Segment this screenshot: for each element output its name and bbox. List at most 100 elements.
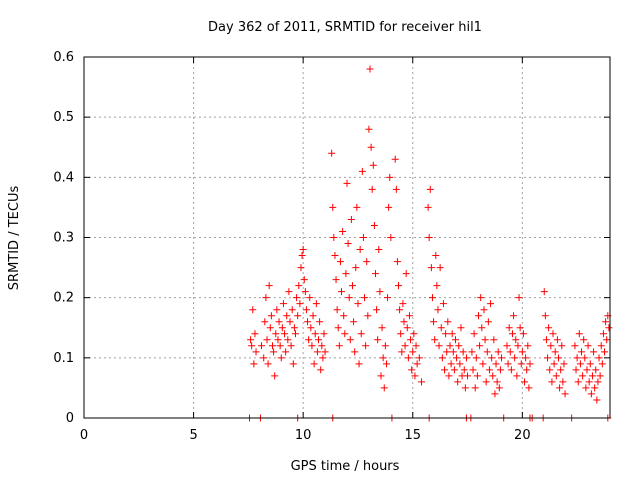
data-point	[267, 312, 275, 320]
data-point	[411, 372, 419, 380]
data-point	[425, 234, 433, 241]
data-point	[462, 354, 470, 362]
data-point	[605, 324, 613, 332]
data-point	[473, 372, 481, 380]
data-point	[295, 282, 303, 290]
data-point	[309, 312, 317, 320]
data-point	[519, 330, 527, 338]
data-point	[540, 288, 548, 296]
data-point	[492, 360, 500, 368]
data-point	[386, 173, 394, 181]
data-point	[456, 360, 464, 368]
data-point	[405, 312, 413, 320]
data-point	[426, 185, 434, 193]
data-point	[511, 354, 519, 362]
data-point	[308, 342, 316, 350]
x-tick-label: 5	[189, 428, 197, 443]
data-point	[262, 294, 270, 302]
data-point	[475, 312, 482, 320]
data-point	[346, 336, 354, 344]
data-point	[571, 342, 579, 350]
data-point	[593, 396, 601, 404]
data-point	[443, 348, 451, 356]
data-point	[432, 252, 440, 260]
data-point	[576, 360, 584, 368]
data-point	[408, 366, 416, 374]
data-point	[381, 342, 389, 350]
data-point	[347, 215, 355, 223]
data-point	[305, 336, 313, 344]
data-point	[393, 258, 401, 266]
data-point	[518, 348, 526, 356]
data-point	[363, 258, 371, 266]
plot-frame	[83, 56, 611, 419]
data-point	[384, 294, 392, 302]
data-point	[572, 366, 580, 374]
data-point	[270, 348, 278, 356]
data-point	[272, 330, 280, 338]
data-point	[285, 288, 293, 296]
data-point	[307, 324, 315, 332]
data-point	[596, 372, 604, 380]
data-point	[594, 378, 602, 386]
data-point	[397, 330, 405, 338]
data-point	[435, 342, 443, 350]
data-point	[546, 366, 554, 374]
data-point	[387, 234, 395, 241]
data-point	[496, 366, 504, 374]
data-point	[542, 336, 550, 344]
data-point	[522, 354, 530, 362]
data-point	[358, 167, 366, 175]
data-point	[355, 360, 363, 368]
data-point	[364, 312, 372, 320]
data-point	[344, 240, 352, 248]
data-point	[453, 354, 461, 362]
data-point	[277, 354, 285, 362]
data-point	[378, 324, 386, 332]
data-point	[510, 312, 518, 320]
axis-ticks: 0 5 10 15 20 0 0.1 0.2 0.3 0.4 0.5 0.6	[53, 50, 610, 443]
data-point	[583, 366, 591, 374]
y-axis-label: SRMTID / TECUs	[7, 186, 22, 291]
data-point	[455, 342, 463, 350]
data-point	[503, 342, 511, 350]
data-point	[338, 288, 346, 296]
data-point	[469, 366, 477, 374]
data-point	[561, 390, 569, 398]
data-point	[597, 342, 605, 350]
data-point	[558, 342, 566, 350]
data-point	[444, 318, 452, 326]
data-point	[504, 360, 512, 368]
data-point	[575, 330, 583, 338]
data-point	[320, 330, 328, 338]
data-point	[481, 336, 489, 344]
data-point	[382, 360, 390, 368]
data-point	[512, 336, 520, 344]
data-point	[329, 203, 337, 211]
y-tick-label: 0.6	[53, 50, 74, 65]
x-tick-label: 15	[404, 428, 421, 443]
data-point	[459, 348, 467, 356]
data-point	[318, 342, 326, 350]
data-point	[365, 125, 373, 133]
x-tick-label: 0	[80, 428, 88, 443]
data-point	[377, 372, 385, 380]
data-point	[450, 366, 458, 374]
data-point	[311, 330, 319, 338]
data-point	[412, 342, 420, 350]
data-point	[548, 378, 556, 386]
data-point	[514, 342, 522, 350]
data-point	[525, 384, 533, 392]
data-point	[359, 234, 367, 241]
data-point	[399, 300, 407, 308]
data-point	[551, 348, 559, 356]
y-tick-label: 0.5	[53, 110, 74, 125]
data-point	[601, 348, 609, 356]
data-point	[491, 390, 499, 398]
data-point	[602, 318, 610, 326]
data-point	[374, 336, 382, 344]
data-point	[448, 330, 456, 338]
data-point	[258, 342, 266, 350]
data-point	[595, 354, 603, 362]
